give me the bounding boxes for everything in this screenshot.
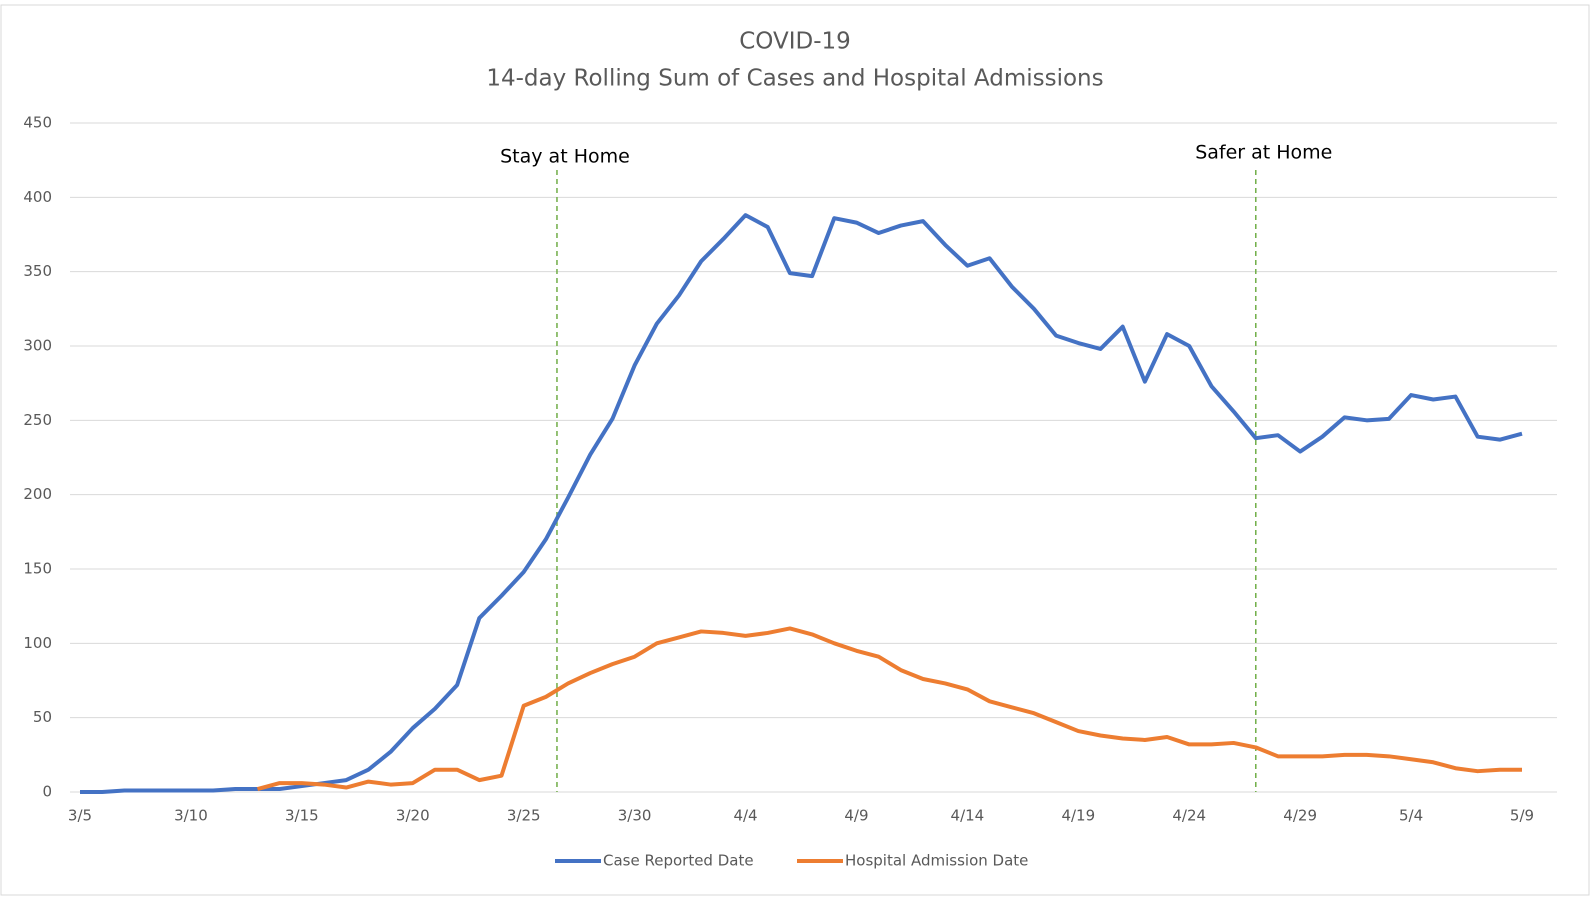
annotation-label: Safer at Home xyxy=(1195,142,1332,164)
y-tick-label: 450 xyxy=(23,114,52,132)
chart-title: COVID-19 xyxy=(739,29,851,55)
annotation-label: Stay at Home xyxy=(500,146,630,168)
x-tick-label: 3/30 xyxy=(618,807,652,825)
y-tick-label: 200 xyxy=(23,485,52,503)
series-line xyxy=(256,626,1522,791)
x-tick-label: 4/19 xyxy=(1061,807,1095,825)
x-tick-label: 5/9 xyxy=(1510,807,1534,825)
x-tick-label: 3/25 xyxy=(507,807,541,825)
x-tick-label: 5/4 xyxy=(1399,807,1423,825)
y-tick-label: 250 xyxy=(23,411,52,429)
x-tick-label: 4/14 xyxy=(951,807,985,825)
x-tick-label: 4/4 xyxy=(733,807,757,825)
x-tick-label: 3/5 xyxy=(68,807,92,825)
legend-label: Case Reported Date xyxy=(603,852,754,870)
chart-subtitle: 14-day Rolling Sum of Cases and Hospital… xyxy=(486,66,1103,92)
x-tick-label: 4/24 xyxy=(1172,807,1206,825)
x-tick-label: 3/20 xyxy=(396,807,430,825)
y-tick-label: 0 xyxy=(42,783,52,801)
y-tick-label: 400 xyxy=(23,188,52,206)
x-tick-label: 4/29 xyxy=(1283,807,1317,825)
y-tick-label: 150 xyxy=(23,560,52,578)
chart-border xyxy=(0,4,1590,896)
x-tick-label: 3/15 xyxy=(285,807,319,825)
y-tick-label: 50 xyxy=(33,708,52,726)
x-tick-label: 4/9 xyxy=(844,807,868,825)
y-tick-label: 100 xyxy=(23,634,52,652)
x-tick-label: 3/10 xyxy=(174,807,208,825)
y-tick-label: 350 xyxy=(23,262,52,280)
legend-label: Hospital Admission Date xyxy=(845,852,1028,870)
y-tick-label: 300 xyxy=(23,337,52,355)
